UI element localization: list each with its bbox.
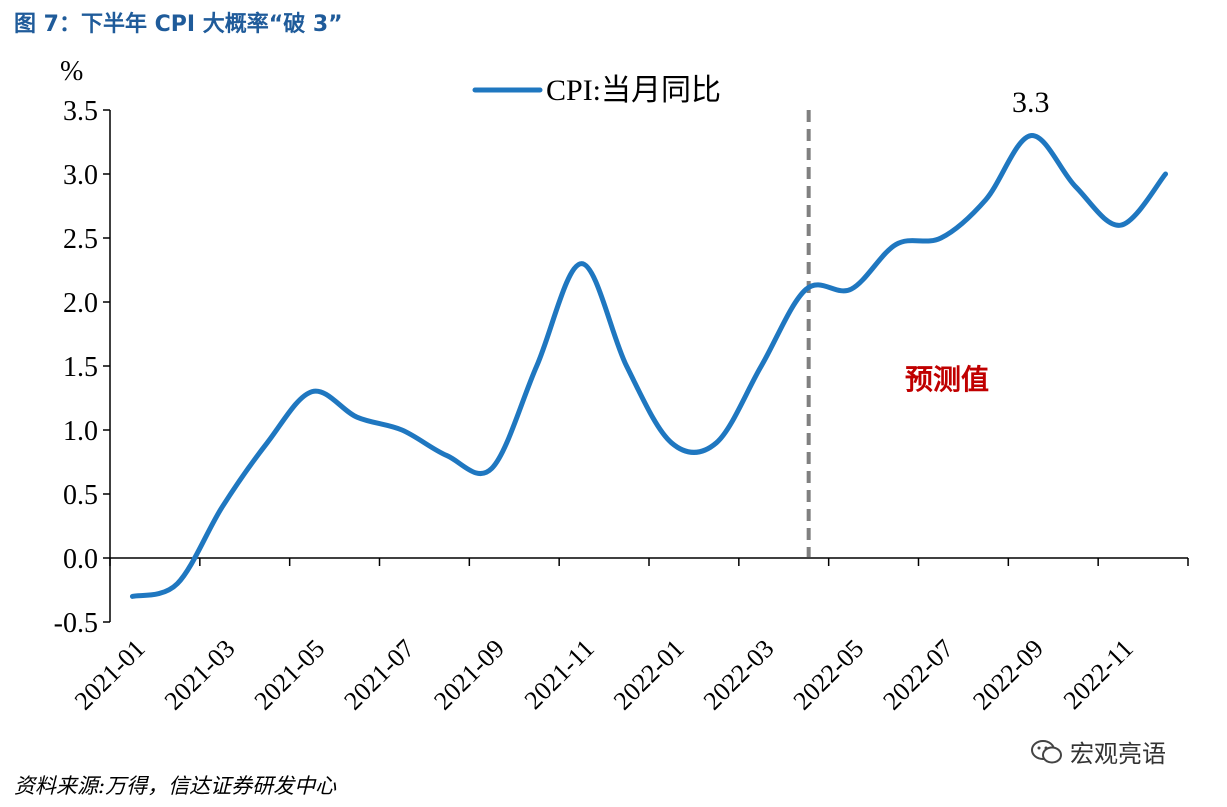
x-tick-label: 2022-01 xyxy=(608,634,690,716)
x-tick-label: 2021-05 xyxy=(249,634,331,716)
peak-value-label: 3.3 xyxy=(1012,86,1050,119)
data-point xyxy=(714,440,719,445)
x-tick-label: 2021-03 xyxy=(159,634,241,716)
data-point xyxy=(355,415,360,420)
data-point xyxy=(894,242,899,247)
watermark: 宏观亮语 xyxy=(1030,734,1166,769)
data-point xyxy=(1163,172,1168,177)
data-point xyxy=(444,453,449,458)
y-tick-label: 2.0 xyxy=(63,288,98,319)
y-tick-label: 2.5 xyxy=(63,224,98,255)
x-tick-label: 2021-07 xyxy=(338,634,420,716)
data-point xyxy=(489,466,494,471)
source-note: 资料来源:万得，信达证券研发中心 xyxy=(14,774,337,798)
cpi-series-line xyxy=(129,133,1169,599)
data-point xyxy=(534,364,539,369)
y-tick-label: 1.0 xyxy=(63,416,98,447)
x-tick-label: 2021-11 xyxy=(519,634,600,715)
data-point xyxy=(669,440,674,445)
x-tick-label: 2021-09 xyxy=(428,634,510,716)
x-tick-label: 2022-03 xyxy=(698,634,780,716)
y-tick-label: 0.5 xyxy=(63,480,98,511)
y-tick-label: 3.5 xyxy=(63,96,98,127)
data-point xyxy=(804,287,809,292)
x-tick-label: 2022-05 xyxy=(788,634,870,716)
data-point xyxy=(310,389,315,394)
x-tick-label: 2022-11 xyxy=(1058,634,1139,715)
data-point xyxy=(624,364,629,369)
y-tick-label: -0.5 xyxy=(54,608,98,639)
data-point xyxy=(175,581,180,586)
data-point xyxy=(265,440,270,445)
legend-label: CPI:当月同比 xyxy=(546,74,721,107)
data-point xyxy=(1028,133,1033,138)
x-tick-label: 2022-09 xyxy=(967,634,1049,716)
x-tick-label: 2022-07 xyxy=(877,634,959,716)
data-point xyxy=(130,594,135,599)
y-unit-label: % xyxy=(60,56,83,87)
data-point xyxy=(938,236,943,241)
wechat-icon xyxy=(1030,738,1064,766)
data-point xyxy=(849,287,854,292)
data-point xyxy=(1073,184,1078,189)
data-point xyxy=(1118,223,1123,228)
data-point xyxy=(399,428,404,433)
data-point xyxy=(220,504,225,509)
figure-title: 图 7：下半年 CPI 大概率“破 3” xyxy=(14,12,343,37)
y-tick-label: 3.0 xyxy=(63,160,98,191)
data-point xyxy=(579,261,584,266)
y-tick-label: 0.0 xyxy=(63,544,98,575)
data-point xyxy=(759,364,764,369)
x-tick-label: 2021-01 xyxy=(69,634,151,716)
forecast-label: 预测值 xyxy=(905,363,989,396)
y-tick-label: 1.5 xyxy=(63,352,98,383)
watermark-text: 宏观亮语 xyxy=(1070,740,1166,768)
data-point xyxy=(983,197,988,202)
